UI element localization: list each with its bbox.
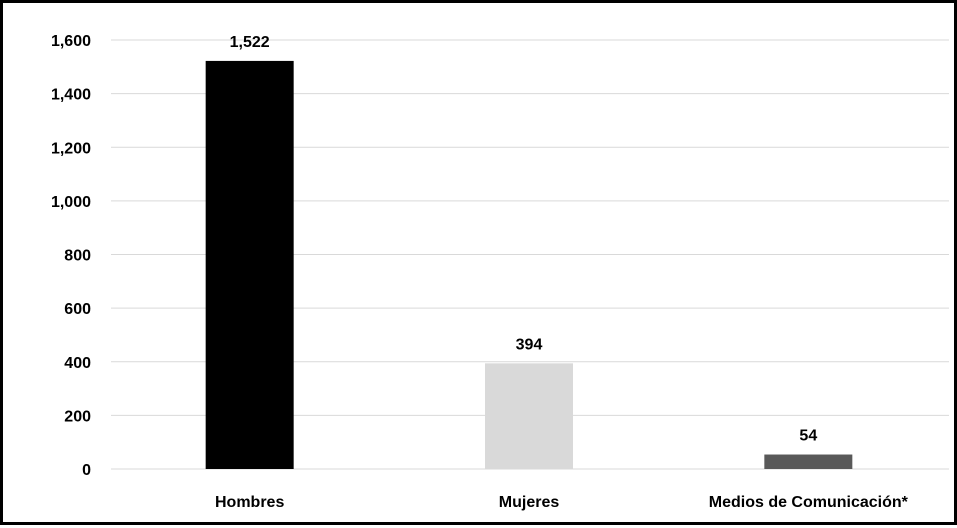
category-label: Mujeres [499, 494, 560, 511]
category-label: Medios de Comunicación* [709, 494, 909, 511]
y-tick-label: 1,600 [51, 33, 91, 50]
category-label: Hombres [215, 494, 284, 511]
data-label: 1,522 [230, 34, 270, 51]
data-labels: 1,522 394 54 [230, 34, 818, 445]
y-tick-label: 400 [64, 355, 91, 372]
data-label: 394 [516, 336, 543, 353]
bars [205, 60, 853, 469]
bar-3 [764, 454, 853, 469]
bar-chart: 0 200 400 600 800 1,000 1,200 1,400 1,600 1,522 3… [51, 33, 949, 511]
bar-1 [205, 60, 294, 469]
y-tick-label: 800 [64, 248, 91, 265]
y-tick-label: 1,000 [51, 194, 91, 211]
y-tick-label: 1,400 [51, 87, 91, 104]
data-label: 54 [799, 428, 817, 445]
x-axis-categories: Hombres Mujeres Medios de Comunicación* [215, 494, 909, 511]
y-tick-label: 1,200 [51, 140, 91, 157]
bar-2 [485, 363, 573, 469]
y-axis-ticks: 0 200 400 600 800 1,000 1,200 1,400 1,600 [51, 33, 91, 479]
y-tick-label: 0 [82, 462, 91, 479]
y-tick-label: 200 [64, 408, 91, 425]
y-tick-label: 600 [64, 301, 91, 318]
